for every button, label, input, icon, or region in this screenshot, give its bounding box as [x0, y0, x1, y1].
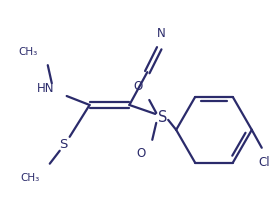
- Text: CH₃: CH₃: [19, 47, 38, 57]
- Text: S: S: [59, 138, 68, 151]
- Text: O: O: [133, 80, 142, 93]
- Text: Cl: Cl: [258, 156, 269, 169]
- Text: CH₃: CH₃: [21, 173, 40, 183]
- Text: HN: HN: [37, 82, 55, 95]
- Text: N: N: [157, 27, 166, 40]
- Text: O: O: [136, 147, 145, 160]
- Text: S: S: [157, 110, 167, 125]
